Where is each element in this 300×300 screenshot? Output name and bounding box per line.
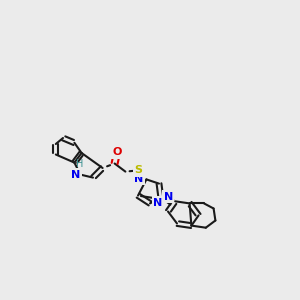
Text: N: N (153, 198, 162, 208)
Text: S: S (135, 165, 142, 176)
Text: O: O (112, 147, 122, 158)
Text: N: N (71, 169, 80, 180)
Text: N: N (164, 192, 173, 202)
Text: N: N (134, 174, 143, 184)
Text: H: H (76, 159, 83, 169)
